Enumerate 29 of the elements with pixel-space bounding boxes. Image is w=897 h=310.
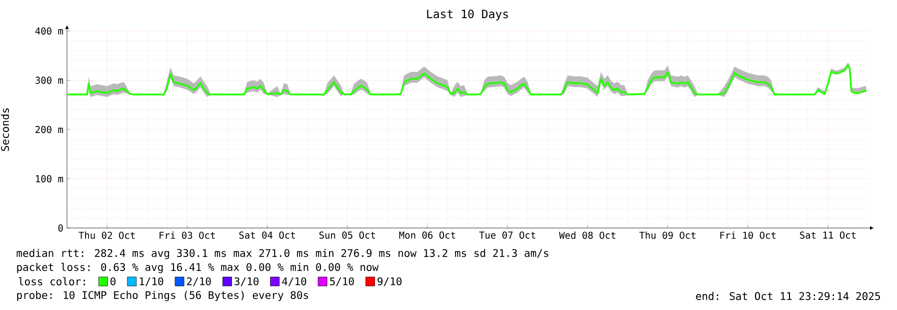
y-tick-label: 100 m [36,175,64,182]
x-tick-label: Sat 11 Oct [800,232,856,239]
text: packet loss: 0.63 % avg 16.41 % max 0.00 % min 0.00 % now [17,262,379,274]
x-tick-label: Fri 03 Oct [160,232,215,239]
legend-label: 1/10 [140,277,164,286]
text: median rtt: 282.4 ms avg 330.1 ms max 271.0 ms min 276.9 ms now 13.2 ms sd 21.3 am/s [16,248,548,260]
x-tick-label: Sun 05 Oct [319,232,376,239]
legend-label: 4/10 [282,277,306,286]
y-axis-title: Seconds [0,108,10,151]
y-tick-label: 200 m [36,126,64,134]
x-tick-label: Fri 10 Oct [720,232,776,239]
text: probe: 10 ICMP Echo Pings (56 Bytes) every 80s [17,290,308,302]
y-tick-label: 0 [58,224,63,232]
legend-label: 3/10 [234,277,259,286]
legend-label: 2/10 [187,277,211,286]
x-tick-label: Thu 02 Oct [78,232,135,239]
y-tick-label: 300 m [36,76,64,84]
x-tick-label: Mon 06 Oct [399,232,456,239]
chart-title: Last 10 Days [427,10,508,21]
y-tick-label: 400 m [35,27,64,35]
legend-label: 9/10 [378,277,402,286]
text: end: Sat Oct 11 23:29:14 2025 [696,292,880,300]
legend-label: 5/10 [330,277,354,286]
x-tick-label: Tue 07 Oct [479,232,536,239]
legend-title: loss color: [18,277,85,286]
x-tick-label: Wed 08 Oct [559,232,616,239]
x-tick-label: Sat 04 Oct [239,232,295,239]
x-tick-label: Thu 09 Oct [639,232,696,239]
legend-label: 0 [110,277,116,286]
